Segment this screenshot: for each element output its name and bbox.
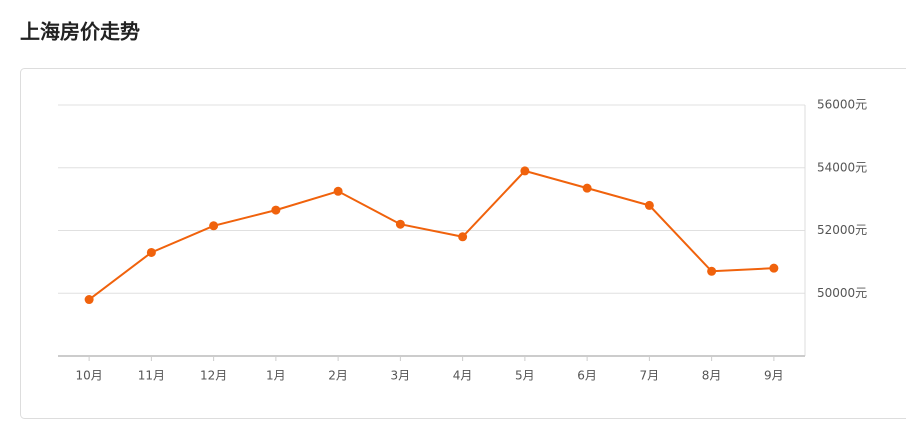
point <box>644 200 654 210</box>
point <box>458 232 468 242</box>
x-tick-label: 3月 <box>391 369 411 383</box>
x-tick-label: 12月 <box>200 369 227 383</box>
y-tick-label: 54000元 <box>817 160 867 174</box>
chart-title: 上海房价走势 <box>20 20 140 44</box>
y-tick-label: 50000元 <box>817 286 867 300</box>
point <box>707 266 717 276</box>
point <box>520 166 530 176</box>
point <box>271 205 281 215</box>
x-tick-label: 7月 <box>640 369 660 383</box>
card <box>20 68 906 419</box>
point <box>582 183 592 193</box>
x-tick-label: 9月 <box>764 369 784 383</box>
x-tick-label: 10月 <box>75 369 102 383</box>
point <box>209 221 219 231</box>
x-tick-label: 5月 <box>515 369 535 383</box>
y-tick-label: 56000元 <box>817 98 867 112</box>
x-tick-label: 8月 <box>702 369 722 383</box>
x-tick-label: 1月 <box>266 369 286 383</box>
line <box>88 169 774 301</box>
x-tick-label: 2月 <box>328 369 348 383</box>
point <box>84 295 94 305</box>
point <box>769 263 779 273</box>
y-tick-label: 52000元 <box>817 223 867 237</box>
point <box>395 219 405 229</box>
point <box>146 247 156 257</box>
x-tick-label: 4月 <box>453 369 473 383</box>
x-tick-label: 11月 <box>138 369 165 383</box>
point <box>333 186 343 196</box>
x-tick-label: 6月 <box>577 369 597 383</box>
